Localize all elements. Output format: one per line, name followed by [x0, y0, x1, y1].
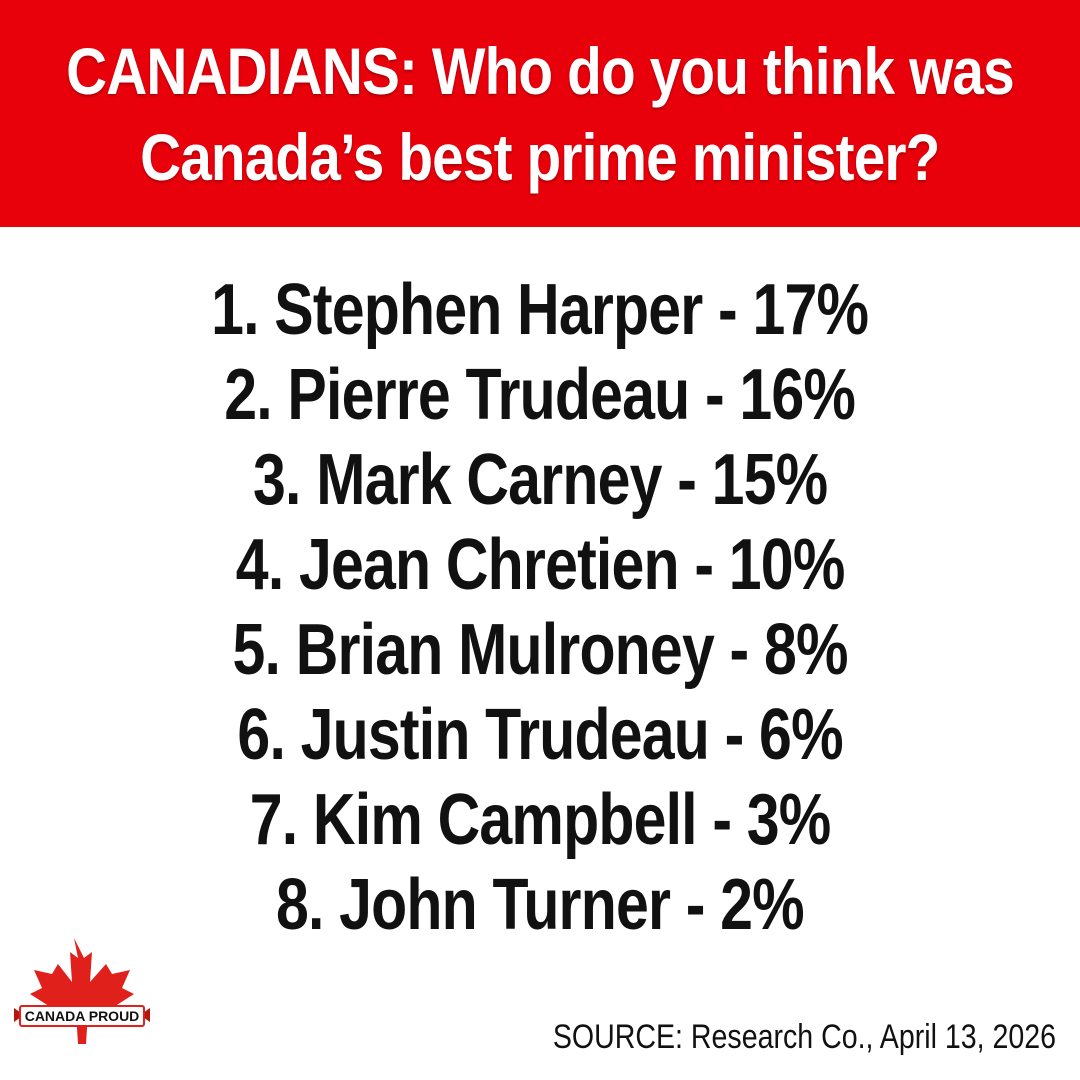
logo-banner: CANADA PROUD: [14, 1005, 150, 1027]
ranking-item-7: 7. Kim Campbell - 3%: [0, 778, 1080, 863]
maple-leaf-icon: [30, 938, 134, 1044]
ranking-item-text: 6. Justin Trudeau - 6%: [237, 695, 843, 775]
title-line-1: CANADIANS: Who do you think was: [66, 33, 1015, 108]
source-caption: SOURCE: Research Co., April 13, 2026: [552, 1018, 1056, 1056]
ranking-list: 1. Stephen Harper - 17% 2. Pierre Trudea…: [0, 268, 1080, 948]
ranking-item-5: 5. Brian Mulroney - 8%: [0, 608, 1080, 693]
ranking-item-8: 8. John Turner - 2%: [0, 863, 1080, 948]
canada-proud-logo: CANADA PROUD: [12, 936, 152, 1050]
ranking-item-1: 1. Stephen Harper - 17%: [0, 268, 1080, 353]
ranking-item-text: 5. Brian Mulroney - 8%: [232, 610, 848, 690]
ranking-item-3: 3. Mark Carney - 15%: [0, 438, 1080, 523]
title-banner: CANADIANS: Who do you think was Canada’s…: [0, 0, 1080, 227]
ranking-item-text: 7. Kim Campbell - 3%: [249, 780, 832, 860]
logo-text: CANADA PROUD: [25, 1008, 140, 1024]
title-line-2: Canada’s best prime minister?: [140, 119, 940, 194]
ranking-item-text: 8. John Turner - 2%: [276, 865, 805, 945]
ranking-item-text: 1. Stephen Harper - 17%: [211, 270, 869, 350]
ranking-item-4: 4. Jean Chretien - 10%: [0, 523, 1080, 608]
ranking-item-text: 3. Mark Carney - 15%: [252, 440, 828, 520]
ranking-item-6: 6. Justin Trudeau - 6%: [0, 693, 1080, 778]
ranking-item-text: 2. Pierre Trudeau - 16%: [224, 355, 857, 435]
ranking-item-2: 2. Pierre Trudeau - 16%: [0, 353, 1080, 438]
ranking-item-text: 4. Jean Chretien - 10%: [235, 525, 846, 605]
